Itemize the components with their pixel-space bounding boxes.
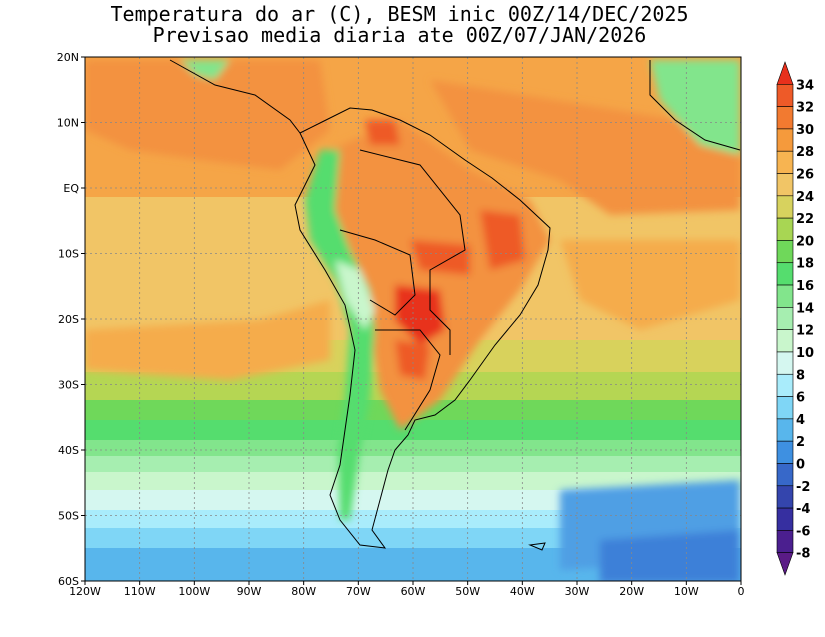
lat-tick-label: 50S: [58, 510, 79, 523]
warm-ocean-pacific-south: [85, 300, 330, 380]
cool-south-west: [600, 530, 740, 581]
map-title: Temperatura do ar (C), BESM inic 00Z/14/…: [110, 2, 689, 26]
andes-altiplano: [335, 260, 375, 330]
africa-cool: [650, 60, 740, 155]
falklands: [528, 542, 546, 551]
lat-tick-label: EQ: [63, 182, 79, 195]
continent-warm-core: [320, 120, 550, 430]
warm-ocean-atlantic: [430, 80, 740, 215]
lat-tick-label: 40S: [58, 444, 79, 457]
map-subtitle: Previsao media diaria ate 00Z/07/JAN/202…: [152, 23, 647, 47]
coastlines: [169, 59, 741, 551]
lon-tick-label: 110W: [124, 585, 156, 598]
hotspot-guianas: [365, 120, 400, 145]
lon-tick-label: 120W: [69, 585, 101, 598]
lon-tick-label: 10W: [674, 585, 699, 598]
lon-tick-label: 100W: [178, 585, 210, 598]
hotspot-paraguay: [395, 340, 430, 380]
warm-ocean-south-atlantic: [560, 240, 740, 330]
south-america-coast: [294, 107, 551, 549]
lon-tick-label: 20W: [619, 585, 644, 598]
lon-tick-label: 30W: [565, 585, 590, 598]
lon-tick-label: 40W: [510, 585, 535, 598]
lon-tick-label: 60W: [401, 585, 426, 598]
central-america-coast: [169, 59, 301, 134]
lon-tick-label: 0: [738, 585, 745, 598]
warm-ocean-north-pacific: [85, 60, 330, 170]
lon-tick-label: 80W: [291, 585, 316, 598]
lat-tick-label: 10S: [58, 248, 79, 261]
hotspot-central-brazil: [410, 240, 470, 275]
andes-cold-strip: [305, 150, 375, 520]
bolivia-border: [339, 229, 416, 316]
lon-tick-label: 90W: [237, 585, 262, 598]
lat-tick-label: 20S: [58, 313, 79, 326]
africa-coast: [649, 60, 741, 151]
brazil-border: [359, 149, 466, 355]
hotspot-northeast: [480, 210, 525, 270]
lon-tick-label: 50W: [455, 585, 480, 598]
temp-band-38s: [85, 420, 741, 440]
argentina-border: [375, 329, 441, 431]
lat-tick-label: 10N: [57, 117, 79, 130]
lat-tick-label: 60S: [58, 575, 79, 588]
central-america-cool: [180, 60, 230, 80]
lat-tick-label: 30S: [58, 379, 79, 392]
lat-tick-label: 20N: [57, 51, 79, 64]
temp-band-45s: [85, 456, 741, 474]
lon-tick-label: 70W: [346, 585, 371, 598]
